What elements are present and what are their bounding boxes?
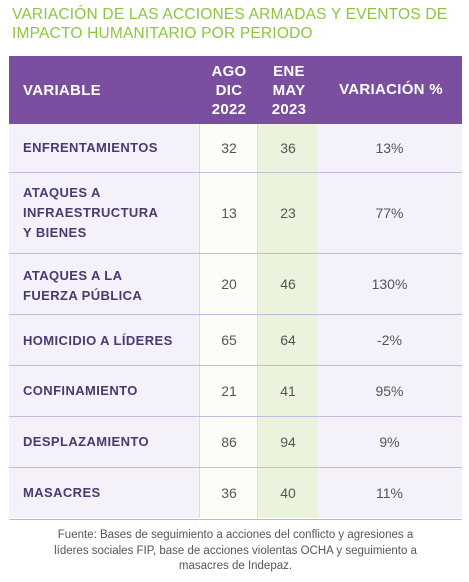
cell-variation: 130% (317, 254, 462, 314)
table-row: MASACRES 36 40 11% (9, 468, 462, 518)
table-header: VARIABLE AGO DIC 2022 ENE MAY 2023 VARIA… (9, 56, 462, 124)
cell-2023: 40 (257, 468, 319, 518)
cell-variation: 95% (317, 366, 462, 416)
footer-divider (9, 519, 462, 520)
cell-variation: 13% (317, 124, 462, 172)
cell-2022: 86 (199, 417, 258, 467)
table-title: VARIACIÓN DE LAS ACCIONES ARMADAS Y EVEN… (12, 6, 448, 42)
cell-2023: 46 (257, 254, 319, 314)
cell-2022: 36 (199, 468, 258, 518)
cell-variation: 9% (317, 417, 462, 467)
header-variation: VARIACIÓN % (339, 81, 443, 98)
cell-variation: 11% (317, 468, 462, 518)
table-row: ENFRENTAMIENTOS 32 36 13% (9, 124, 462, 173)
row-label: HOMICIDIO A LÍDERES (23, 333, 173, 348)
header-period-2022: AGO DIC 2022 (211, 63, 247, 118)
row-label: DESPLAZAMIENTO (23, 434, 149, 449)
header-period-2023: ENE MAY 2023 (271, 63, 307, 118)
row-label: ENFRENTAMIENTOS (23, 140, 158, 155)
cell-2022: 20 (199, 254, 258, 314)
table-row: ATAQUES A LA FUERZA PÚBLICA 20 46 130% (9, 254, 462, 315)
table-row: HOMICIDIO A LÍDERES 65 64 -2% (9, 315, 462, 366)
cell-2022: 65 (199, 315, 258, 365)
row-label: ATAQUES A LA FUERZA PÚBLICA (23, 268, 143, 303)
cell-2023: 23 (257, 173, 319, 253)
cell-2023: 36 (257, 124, 319, 172)
row-label: CONFINAMIENTO (23, 383, 138, 398)
table-row: ATAQUES A INFRAESTRUCTURA Y BIENES 13 23… (9, 173, 462, 254)
row-label: ATAQUES A INFRAESTRUCTURA Y BIENES (23, 185, 159, 240)
cell-2022: 32 (199, 124, 258, 172)
source-note: Fuente: Bases de seguimiento a acciones … (54, 529, 417, 572)
cell-2023: 94 (257, 417, 319, 467)
cell-variation: -2% (317, 315, 462, 365)
cell-2023: 64 (257, 315, 319, 365)
table-row: DESPLAZAMIENTO 86 94 9% (9, 417, 462, 468)
cell-2022: 13 (199, 173, 258, 253)
cell-2022: 21 (199, 366, 258, 416)
row-label: MASACRES (23, 485, 101, 500)
cell-variation: 77% (317, 173, 462, 253)
cell-2023: 41 (257, 366, 319, 416)
header-variable: VARIABLE (23, 82, 101, 99)
table-row: CONFINAMIENTO 21 41 95% (9, 366, 462, 417)
